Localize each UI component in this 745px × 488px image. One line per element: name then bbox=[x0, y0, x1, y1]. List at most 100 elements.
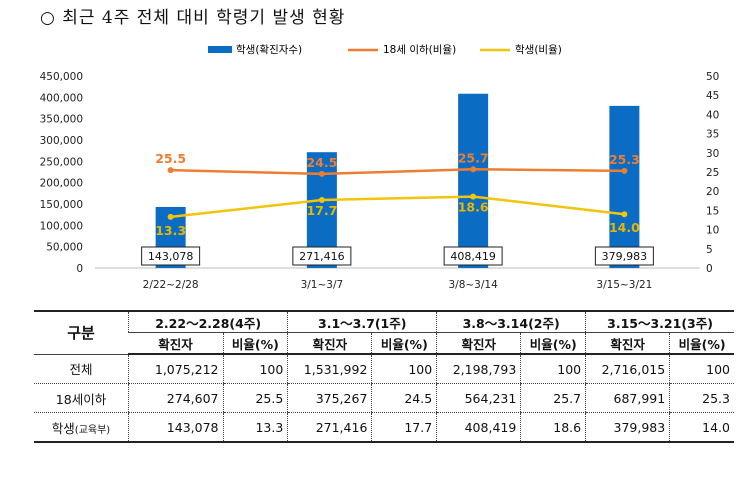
data-label: 25.3 bbox=[609, 152, 640, 167]
table-subheader: 확진자 bbox=[287, 332, 372, 355]
table-cell: 18.6 bbox=[520, 412, 586, 443]
table-subheader-row: 확진자 비율(%) 확진자 비율(%) 확진자 비율(%) 확진자 비율(%) bbox=[34, 332, 734, 355]
y-left-tick-label: 350,000 bbox=[40, 114, 83, 126]
table-subheader: 확진자 bbox=[128, 332, 223, 355]
data-label: 25.5 bbox=[155, 151, 186, 166]
row-label: 18세이하 bbox=[34, 383, 129, 413]
legend-line1-label: 18세 이하(비율) bbox=[383, 43, 456, 56]
table-row: 학생(교육부) 143,078 13.3 271,416 17.7 408,41… bbox=[34, 412, 734, 443]
table-cell: 25.7 bbox=[520, 383, 586, 413]
table-row: 18세이하 274,607 25.5 375,267 24.5 564,231 … bbox=[34, 383, 734, 413]
row-label: 학생(교육부) bbox=[34, 412, 129, 443]
table-cell: 564,231 bbox=[436, 383, 521, 413]
x-tick-label: 3/8~3/14 bbox=[448, 279, 498, 291]
bar-value-box bbox=[141, 246, 201, 266]
row-label-text: 전체 bbox=[69, 362, 93, 378]
y-left-tick-label: 300,000 bbox=[40, 135, 83, 147]
data-label: 18.6 bbox=[458, 200, 489, 215]
y-right-tick-label: 45 bbox=[706, 90, 719, 102]
data-label: 13.3 bbox=[155, 223, 186, 238]
data-label: 14.0 bbox=[609, 220, 640, 235]
y-right-tick-label: 5 bbox=[706, 244, 713, 256]
table-cell: 143,078 bbox=[128, 412, 223, 443]
line-student-point bbox=[470, 193, 477, 200]
line-student-point bbox=[167, 213, 174, 220]
line-student-point bbox=[621, 211, 628, 218]
combo-chart: 학생(확진자수) 18세 이하(비율) 학생(비율) 0 50,000 100,00… bbox=[40, 43, 720, 291]
legend-bar-swatch bbox=[208, 46, 232, 53]
table-cell: 687,991 bbox=[585, 383, 670, 413]
row-label-text: 18세이하 bbox=[55, 391, 107, 407]
line-student bbox=[170, 195, 625, 219]
table-period-header: 3.8～3.14(2주) bbox=[436, 310, 586, 333]
table-cell: 1,531,992 bbox=[287, 354, 372, 384]
bar-value-box bbox=[292, 246, 352, 266]
y-left-tick-label: 150,000 bbox=[40, 199, 83, 211]
x-tick-label: 2/22~2/28 bbox=[143, 279, 199, 291]
y-left-tick-label: 50,000 bbox=[46, 242, 83, 254]
table-cell: 100 bbox=[520, 354, 586, 384]
y-left-tick-label: 250,000 bbox=[40, 156, 83, 168]
table-cell: 100 bbox=[222, 354, 288, 384]
table-header-group: 구분 bbox=[34, 310, 129, 355]
table-subheader: 확진자 bbox=[436, 332, 521, 355]
table-period-header: 3.1～3.7(1주) bbox=[287, 310, 437, 333]
stats-table: 구분 2.22～2.28(4주) 3.1～3.7(1주) 3.8～3.14(2주… bbox=[34, 310, 734, 443]
bar bbox=[609, 105, 640, 268]
line-student-point bbox=[318, 197, 325, 204]
y-right-tick-label: 40 bbox=[706, 109, 719, 121]
table-cell: 14.0 bbox=[669, 412, 734, 443]
y-right-tick-label: 20 bbox=[706, 186, 719, 198]
table-cell: 271,416 bbox=[287, 412, 372, 443]
row-label-text: 학생 bbox=[51, 420, 75, 436]
table-subheader: 비율(%) bbox=[520, 332, 586, 355]
line-18-under-point bbox=[621, 167, 628, 174]
y-right-tick-label: 35 bbox=[706, 129, 719, 141]
table-header-row: 구분 2.22～2.28(4주) 3.1～3.7(1주) 3.8～3.14(2주… bbox=[34, 310, 734, 355]
row-label: 전체 bbox=[34, 354, 129, 384]
y-right-tick-label: 30 bbox=[706, 148, 719, 160]
bar-value-box bbox=[443, 246, 503, 266]
y-right-tick-label: 15 bbox=[706, 205, 719, 217]
data-label: 25.7 bbox=[458, 150, 489, 165]
chart-legend: 학생(확진자수) 18세 이하(비율) 학생(비율) bbox=[208, 43, 562, 56]
bar bbox=[458, 93, 489, 268]
bar-value-box bbox=[594, 246, 654, 266]
table-row: 전체 1,075,212 100 1,531,992 100 2,198,793… bbox=[34, 354, 734, 384]
table-cell: 2,198,793 bbox=[436, 354, 521, 384]
bar-value-label: 379,983 bbox=[602, 250, 648, 263]
y-left-tick-label: 100,000 bbox=[40, 220, 83, 232]
y-left-tick-label: 200,000 bbox=[40, 178, 83, 190]
table-cell: 2,716,015 bbox=[585, 354, 670, 384]
bar-value-label: 143,078 bbox=[148, 250, 194, 263]
table-cell: 24.5 bbox=[371, 383, 437, 413]
x-tick-label: 3/1~3/7 bbox=[301, 279, 344, 291]
table-cell: 25.3 bbox=[669, 383, 734, 413]
table-cell: 274,607 bbox=[128, 383, 223, 413]
table-subheader: 비율(%) bbox=[669, 332, 734, 355]
table-cell: 100 bbox=[669, 354, 734, 384]
data-label: 24.5 bbox=[306, 155, 337, 170]
table-cell: 17.7 bbox=[371, 412, 437, 443]
x-tick-label: 3/15~3/21 bbox=[596, 279, 652, 291]
line-18-under-point bbox=[167, 167, 174, 174]
table-period-header: 2.22～2.28(4주) bbox=[127, 310, 288, 333]
bar-value-label: 271,416 bbox=[299, 250, 345, 263]
line-series bbox=[167, 166, 628, 220]
legend-bar-label: 학생(확진자수) bbox=[236, 43, 302, 56]
table-period-header: 3.15～3.21(3주) bbox=[585, 310, 734, 333]
bar-value-label: 408,419 bbox=[450, 250, 496, 263]
table-cell: 13.3 bbox=[222, 412, 288, 443]
data-labels: 25.5 24.5 25.7 25.3 13.3 17.7 18.6 14.0 143,078 2… bbox=[141, 150, 654, 266]
table-cell: 408,419 bbox=[436, 412, 521, 443]
y-left-tick-label: 400,000 bbox=[40, 92, 83, 104]
line-18-under-point bbox=[470, 166, 477, 173]
chart-axes: 0 50,000 100,000 150,000 200,000 250,000 300,0… bbox=[40, 71, 720, 291]
y-right-tick-label: 0 bbox=[706, 263, 713, 275]
bar-series bbox=[155, 93, 640, 268]
table-cell: 25.5 bbox=[222, 383, 288, 413]
row-label-note: (교육부) bbox=[74, 424, 111, 436]
table-cell: 100 bbox=[371, 354, 437, 384]
data-label: 17.7 bbox=[306, 203, 337, 218]
table-subheader: 확진자 bbox=[585, 332, 670, 355]
